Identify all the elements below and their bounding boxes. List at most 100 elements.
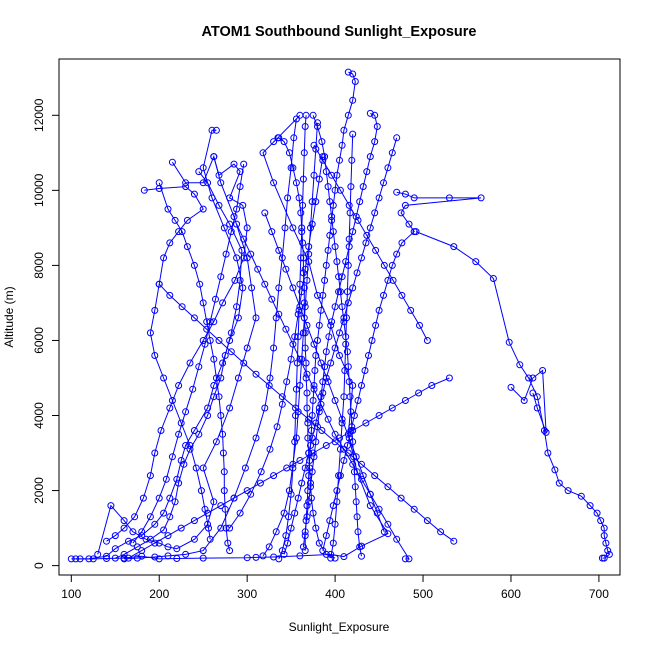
data-point [315, 539, 323, 547]
data-point [168, 397, 176, 404]
data-point [151, 449, 159, 457]
data-point [196, 280, 204, 288]
data-point [384, 276, 392, 284]
data-point [373, 123, 381, 130]
data-point [375, 412, 383, 419]
data-point [309, 509, 317, 517]
data-point [371, 209, 379, 217]
data-point [220, 468, 228, 476]
data-point [338, 415, 346, 423]
data-point [428, 382, 436, 389]
data-point [204, 179, 212, 187]
data-point [343, 288, 351, 296]
data-point [155, 280, 163, 288]
data-point [310, 171, 318, 179]
data-point [133, 554, 141, 562]
data-point [282, 325, 290, 333]
data-point [199, 205, 207, 213]
data-point [336, 329, 343, 337]
data-point [289, 284, 297, 292]
y-tick-label: 0 [32, 562, 46, 569]
data-point [226, 404, 234, 412]
data-point [325, 333, 333, 341]
data-point [338, 303, 346, 311]
data-point [303, 276, 311, 284]
data-point [305, 250, 313, 258]
data-point [329, 539, 337, 547]
data-point [199, 547, 207, 555]
data-point [195, 363, 203, 371]
data-point [338, 273, 346, 281]
data-point [261, 404, 269, 412]
data-point [301, 123, 309, 130]
data-point [190, 190, 198, 198]
data-point [226, 547, 234, 555]
data-point [393, 134, 401, 142]
data-point [151, 539, 159, 547]
data-point [230, 160, 238, 168]
data-point [166, 239, 174, 247]
data-point [178, 303, 186, 311]
data-point [309, 449, 317, 457]
chart-title: ATOM1 Southbound Sunlight_Exposure [202, 24, 477, 40]
data-point [423, 517, 431, 525]
data-point [146, 472, 154, 480]
data-point [437, 528, 445, 536]
data-point [331, 520, 339, 528]
data-point [331, 397, 339, 404]
data-point [604, 547, 612, 555]
data-point [183, 216, 191, 224]
data-point [336, 434, 343, 442]
data-point [103, 555, 110, 562]
data-point [308, 198, 316, 206]
data-point [354, 397, 362, 404]
data-point [344, 68, 352, 76]
data-point [312, 198, 320, 206]
data-point [146, 329, 154, 337]
series-line [144, 186, 211, 540]
data-point [72, 555, 80, 563]
data-point [351, 483, 359, 491]
data-point [336, 156, 343, 164]
data-point [359, 183, 367, 191]
data-point [164, 552, 172, 560]
data-point [210, 355, 218, 363]
data-point [322, 532, 330, 540]
data-point [155, 494, 163, 502]
data-point [217, 412, 225, 419]
data-point [111, 532, 119, 540]
data-point [405, 555, 413, 563]
data-point [551, 466, 559, 474]
data-point [199, 179, 207, 187]
data-point [345, 201, 353, 209]
data-point [186, 442, 194, 449]
data-point [175, 479, 183, 487]
data-point [289, 464, 297, 472]
series-19 [125, 374, 453, 562]
data-point [182, 408, 190, 416]
data-point [157, 427, 165, 434]
data-point [363, 168, 371, 176]
data-point [349, 460, 357, 468]
data-point [85, 555, 93, 563]
data-point [175, 228, 183, 236]
data-point [389, 276, 397, 284]
data-point [120, 550, 128, 558]
data-point [111, 554, 119, 562]
data-point [423, 337, 431, 344]
data-point [318, 427, 326, 434]
data-point [182, 179, 190, 187]
data-point [275, 310, 283, 318]
data-point [340, 126, 348, 134]
data-point [362, 419, 370, 427]
data-point [341, 367, 349, 374]
data-point [319, 389, 327, 397]
data-point [180, 460, 188, 468]
data-point [215, 171, 223, 179]
data-point [278, 400, 286, 408]
data-point [175, 382, 183, 389]
data-point [257, 468, 265, 476]
data-point [302, 111, 310, 119]
data-point [450, 537, 458, 545]
data-point [268, 228, 276, 236]
